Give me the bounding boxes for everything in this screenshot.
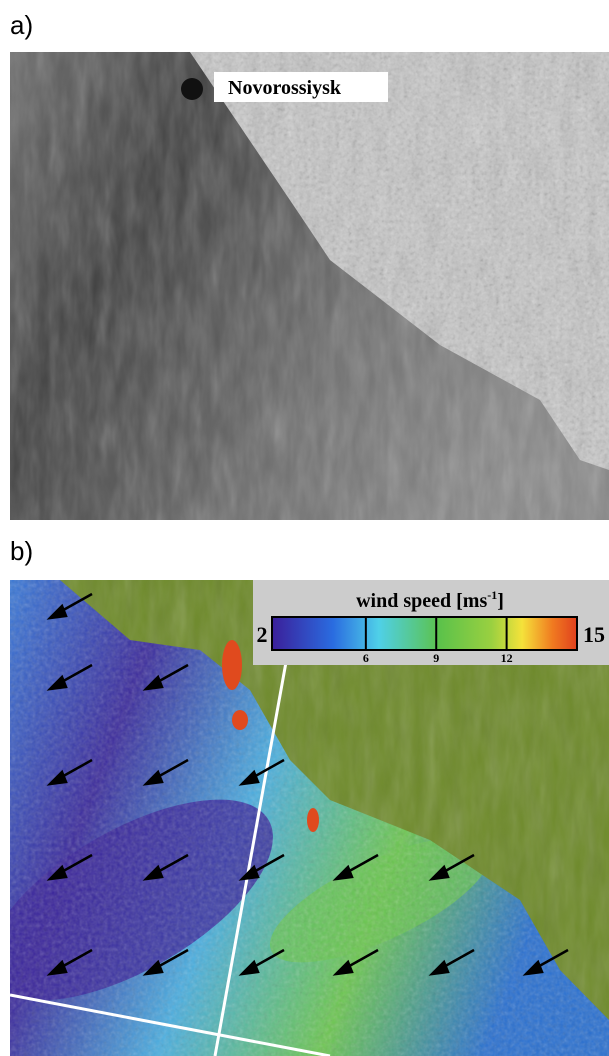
satellite-image: Novorossiysk [10, 52, 609, 520]
place-label: Novorossiysk [228, 77, 342, 99]
colorbar: wind speed [ms-1] 2 15 6 9 12 [253, 580, 609, 665]
page: {"panel_a":{"label":"a)","place":"Novoro… [0, 0, 609, 1056]
figure: a) Novorossiysk b) wind speed [ms-1] 2 15… [0, 0, 609, 1056]
colorbar-tick-label: 12 [501, 651, 513, 665]
title-end: ] [497, 590, 504, 612]
title-text: wind speed [ms [356, 590, 487, 612]
colorbar-max: 15 [583, 622, 605, 647]
title-sup: -1 [487, 588, 497, 602]
colorbar-tick-label: 9 [433, 651, 439, 665]
panel-label: b) [10, 536, 33, 566]
panel-label: a) [10, 10, 33, 40]
colorbar-tick-label: 6 [363, 651, 369, 665]
city-marker [181, 78, 203, 100]
colorbar-min: 2 [257, 622, 268, 647]
colorbar-title: wind speed [ms-1] [356, 588, 504, 612]
